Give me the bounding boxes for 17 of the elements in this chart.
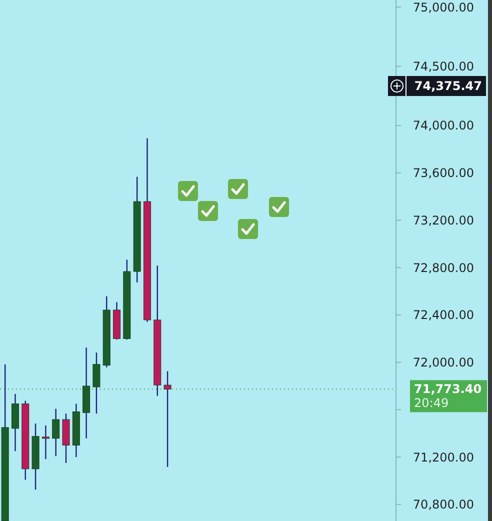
y-tick-label: 72,400.00: [412, 308, 474, 322]
y-tick-label: 71,200.00: [412, 450, 474, 464]
y-tick-label: 74,500.00: [412, 60, 474, 74]
y-tick-label: 73,600.00: [412, 166, 474, 180]
candlestick: [164, 370, 172, 468]
y-tick-label: 72,000.00: [412, 356, 474, 370]
candlestick: [92, 352, 100, 414]
text: 74,375.47: [414, 79, 482, 93]
candlestick: [42, 424, 50, 460]
candlestick: [52, 408, 60, 457]
ref-line-label: 71,773.40: [414, 382, 482, 396]
y-tick-label: 75,000.00: [412, 0, 474, 14]
text: 20:49: [414, 396, 449, 410]
y-tick-label: 74,000.00: [412, 118, 474, 133]
y-tick-label: 73,200.00: [412, 213, 474, 228]
y-tick-label: 70,800.00: [412, 498, 474, 512]
y-tick-label: 72,800.00: [412, 260, 474, 275]
